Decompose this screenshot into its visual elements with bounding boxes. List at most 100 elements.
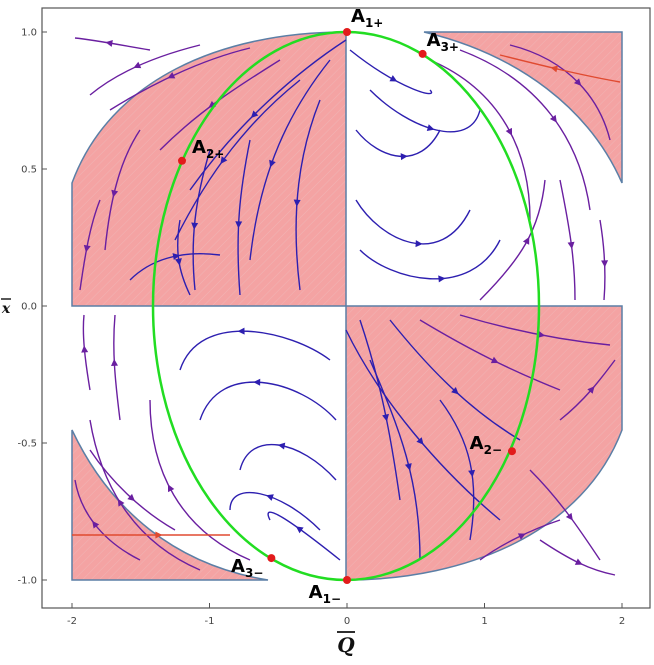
y-tick-label: -0.5 [17, 439, 37, 450]
stream-arrow [133, 61, 142, 69]
x-tick-label: -2 [67, 616, 77, 627]
stream-line [479, 179, 546, 301]
stream-arrow [567, 241, 575, 250]
x-tick-label: 2 [619, 616, 625, 627]
stream-arrow [155, 531, 163, 539]
stream-line [189, 39, 347, 191]
stream-arrow [269, 159, 276, 168]
stream-arrow [250, 110, 259, 118]
stream-line [355, 199, 471, 245]
stream-line [459, 49, 591, 211]
stream-arrow [220, 156, 228, 165]
critical-point [267, 554, 276, 563]
stream-arrow [382, 413, 389, 422]
stream-arrow [438, 275, 446, 283]
stream-arrow [505, 127, 513, 136]
stream-line [349, 49, 433, 95]
stream-line [104, 129, 141, 251]
stream-arrow [167, 484, 175, 493]
stream-arrow [174, 258, 182, 266]
region-lower-left-wedge [71, 429, 269, 581]
y-tick-label: 0.5 [21, 165, 37, 176]
stream-arrow [416, 437, 424, 445]
shaded-regions [71, 31, 623, 581]
stream-line [419, 319, 561, 391]
stream-arrow [127, 493, 135, 502]
stream-line [199, 381, 337, 421]
stream-arrow [253, 378, 261, 386]
y-tick-label: 0.0 [21, 302, 37, 313]
stream-arrow [117, 498, 125, 507]
stream-line [439, 399, 475, 541]
stream-arrow [574, 558, 583, 565]
stream-line [249, 59, 331, 261]
stream-arrow [191, 222, 199, 230]
stream-arrow [295, 526, 304, 534]
stream-line [499, 54, 621, 83]
stream-arrow [522, 236, 530, 245]
stream-arrow [83, 244, 91, 253]
stream-arrow [490, 356, 499, 364]
critical-point [418, 49, 427, 58]
x-tick-label: -1 [205, 616, 215, 627]
stream-line [174, 79, 301, 241]
stream-arrow [92, 520, 100, 529]
stream-line [129, 253, 221, 281]
region-lower-right [345, 305, 623, 581]
y-axis: -1.0 -0.5 0.0 0.5 1.0 x [1, 28, 47, 587]
stream-line [89, 44, 201, 96]
stream-arrow [517, 533, 526, 540]
stream-arrow [550, 65, 558, 73]
stream-line [89, 419, 201, 571]
x-tick-label: 1 [481, 616, 487, 627]
stream-arrow [415, 240, 423, 248]
stream-arrow [537, 330, 546, 338]
stream-arrow [293, 199, 301, 207]
stream-line [237, 139, 251, 296]
stream-arrow [573, 78, 582, 86]
stream-line [229, 491, 321, 531]
stream-line [429, 59, 531, 221]
stream-arrow [167, 72, 176, 79]
stream-line [295, 99, 321, 291]
critical-point [343, 28, 351, 36]
stream-lines [72, 37, 621, 576]
stream-line [459, 314, 611, 346]
stream-line [389, 319, 521, 441]
y-tick-label: -1.0 [17, 576, 37, 587]
stream-line [345, 329, 501, 521]
x-axis-label: Q [337, 633, 355, 657]
critical-point [508, 447, 516, 456]
stream-arrow [266, 494, 274, 501]
stream-line [479, 519, 561, 561]
stream-arrow [549, 114, 557, 123]
stream-arrow [468, 469, 476, 478]
stream-arrow [565, 512, 573, 521]
critical-point [178, 156, 186, 165]
x-axis: -2 -1 0 1 2 Q [67, 603, 625, 657]
stream-line [89, 449, 176, 531]
stream-line [109, 47, 251, 111]
stream-arrow [105, 40, 113, 47]
y-tick-label: 1.0 [21, 28, 37, 39]
stream-arrow [404, 463, 412, 471]
stream-arrow [601, 260, 609, 268]
stream-arrow [426, 124, 435, 132]
stream-line [359, 239, 501, 280]
stream-arrow [237, 327, 245, 335]
stream-arrow [389, 75, 398, 82]
stream-arrow [400, 153, 408, 161]
stream-arrow [111, 189, 119, 198]
stream-line [355, 129, 441, 157]
stream-arrow [451, 387, 459, 395]
stream-line [149, 399, 251, 561]
stream-arrow [172, 253, 181, 260]
stream-arrow [277, 442, 286, 450]
stream-line [359, 319, 401, 501]
critical-point-label: A3+ [427, 30, 459, 54]
stream-arrow [110, 358, 118, 367]
stream-arrow [81, 345, 89, 353]
x-tick-label: 0 [344, 616, 350, 627]
stream-line [369, 359, 421, 561]
